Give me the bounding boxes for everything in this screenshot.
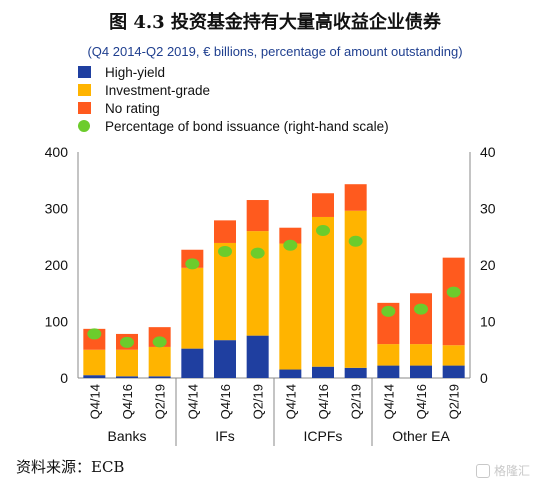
legend-label-bond-issuance: Percentage of bond issuance (right-hand … [105, 118, 389, 134]
y-tick-label-left: 0 [60, 370, 68, 386]
legend-label-investment-grade: Investment-grade [105, 82, 211, 98]
bar-no-rating [312, 193, 334, 217]
bar-investment-grade [344, 210, 367, 368]
legend-swatch-bond-issuance [78, 120, 90, 132]
group-label: IFs [215, 428, 234, 444]
bar-high-yield [410, 365, 432, 378]
legend-item-investment-grade: Investment-grade [78, 81, 389, 99]
bar-no-rating [442, 257, 465, 346]
bar-high-yield [148, 376, 171, 378]
dot-bond-issuance [283, 239, 298, 251]
x-tick-label: Q2/19 [447, 384, 462, 419]
x-tick-label: Q4/14 [185, 384, 200, 419]
x-tick-label: Q2/19 [251, 384, 266, 419]
x-tick-label: Q2/19 [153, 384, 168, 419]
dot-bond-issuance [316, 225, 330, 237]
bar-no-rating [344, 184, 367, 211]
legend-label-high-yield: High-yield [105, 64, 166, 80]
legend-item-bond-issuance: Percentage of bond issuance (right-hand … [78, 117, 389, 135]
bar-high-yield [344, 367, 367, 378]
legend-swatch-no-rating [78, 102, 91, 114]
y-tick-label-right: 20 [480, 257, 496, 273]
bar-investment-grade [279, 243, 302, 370]
y-tick-label-left: 400 [45, 144, 69, 160]
legend-item-no-rating: No rating [78, 99, 389, 117]
y-tick-label-right: 0 [480, 370, 488, 386]
dot-bond-issuance [250, 247, 265, 259]
bar-investment-grade [377, 344, 400, 366]
dot-bond-issuance [87, 328, 102, 340]
chart-title: 图 4.3 投资基金持有大量高收益企业债券 [109, 12, 441, 33]
legend-label-no-rating: No rating [105, 100, 160, 116]
bar-investment-grade [181, 267, 204, 349]
bar-high-yield [83, 375, 106, 378]
y-tick-label-left: 100 [45, 314, 69, 330]
bar-high-yield [116, 376, 138, 378]
bar-investment-grade [410, 344, 432, 366]
legend-item-high-yield: High-yield [78, 63, 389, 81]
dot-bond-issuance [446, 286, 461, 298]
dot-bond-issuance [152, 336, 167, 348]
bar-investment-grade [116, 349, 138, 377]
x-tick-label: Q4/14 [283, 384, 298, 419]
bar-no-rating [410, 293, 432, 345]
y-tick-label-left: 300 [45, 201, 69, 217]
legend-swatch-high-yield [78, 66, 91, 78]
source-note: 资料来源：ECB [16, 458, 125, 476]
dot-bond-issuance [185, 258, 200, 270]
bar-high-yield [246, 335, 269, 378]
bar-high-yield [181, 348, 204, 378]
x-tick-label: Q4/16 [414, 384, 429, 419]
x-tick-label: Q4/16 [218, 384, 233, 419]
legend: High-yield Investment-grade No rating Pe… [78, 63, 389, 135]
bar-high-yield [442, 365, 465, 378]
chart-subtitle: (Q4 2014-Q2 2019, € billions, percentage… [87, 44, 463, 59]
bar-investment-grade [442, 345, 465, 366]
dot-bond-issuance [120, 336, 134, 348]
bar-investment-grade [148, 346, 171, 377]
bar-no-rating [214, 220, 236, 243]
legend-swatch-investment-grade [78, 84, 91, 96]
group-label: ICPFs [304, 428, 343, 444]
x-tick-label: Q4/16 [120, 384, 135, 419]
dot-bond-issuance [381, 305, 396, 317]
bar-investment-grade [214, 242, 236, 341]
bar-no-rating [279, 227, 302, 244]
watermark-logo-icon [476, 463, 490, 478]
bar-high-yield [377, 365, 400, 378]
group-label: Other EA [392, 428, 450, 444]
watermark: 格隆汇 [476, 462, 530, 479]
bar-investment-grade [246, 231, 269, 336]
bar-high-yield [312, 366, 334, 378]
x-tick-label: Q2/19 [349, 384, 364, 419]
dot-bond-issuance [348, 235, 363, 247]
bar-investment-grade [83, 349, 106, 376]
y-tick-label-right: 10 [480, 314, 496, 330]
dot-bond-issuance [414, 303, 428, 315]
bar-investment-grade [312, 216, 334, 367]
watermark-text: 格隆汇 [494, 464, 531, 478]
bar-no-rating [246, 200, 269, 232]
bar-high-yield [214, 340, 236, 378]
x-tick-label: Q4/14 [87, 384, 102, 419]
x-tick-label: Q4/16 [316, 384, 331, 419]
group-label: Banks [108, 428, 147, 444]
y-tick-label-right: 40 [480, 144, 496, 160]
bar-high-yield [279, 369, 302, 378]
x-tick-label: Q4/14 [381, 384, 396, 419]
y-tick-label-left: 200 [45, 257, 69, 273]
dot-bond-issuance [218, 245, 232, 257]
y-tick-label-right: 30 [480, 201, 496, 217]
